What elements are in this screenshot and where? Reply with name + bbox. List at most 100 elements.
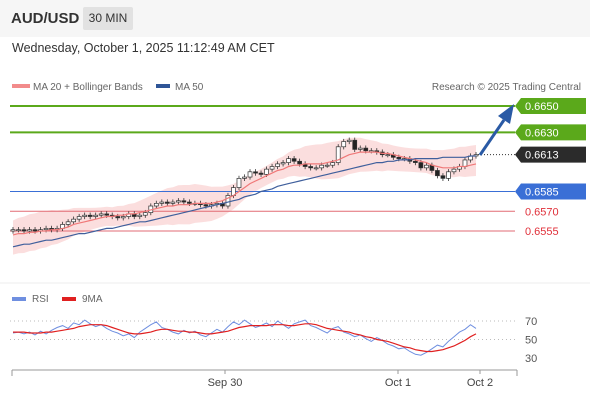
candle-body (170, 201, 176, 204)
symbol-title: AUD/USD (11, 10, 80, 27)
candle-body (424, 164, 429, 169)
candle-body (396, 156, 402, 159)
level-label-0.6570: 0.6570 (525, 206, 559, 218)
ma20-line (12, 151, 477, 236)
candle-body (153, 203, 159, 207)
candle-body (43, 228, 49, 231)
candle-body (324, 164, 330, 167)
candle-body (280, 162, 286, 165)
level-label-0.6650: 0.6650 (525, 101, 559, 113)
candle-body (159, 201, 165, 204)
candle-body (446, 171, 451, 179)
rsi-tick-30: 30 (525, 353, 537, 365)
candle-body (32, 229, 38, 232)
forecast-arrow-head (498, 104, 514, 124)
ma20-legend-label: MA 20 + Bollinger Bands (33, 82, 143, 93)
x-label-Sep 30: Sep 30 (208, 377, 243, 389)
candle-body (308, 166, 313, 169)
credit-text: Research © 2025 Trading Central (432, 82, 581, 93)
ma9-legend-swatch (62, 297, 76, 301)
candle-body (236, 178, 242, 188)
candle-body (203, 204, 209, 207)
candle-body (65, 221, 71, 225)
candle-body (225, 195, 231, 207)
candle-body (21, 229, 27, 232)
rsi-legend-label: RSI (32, 294, 49, 305)
rsi-tick-50: 50 (525, 335, 537, 347)
candle-body (363, 147, 369, 152)
candle-body (451, 168, 457, 173)
level-tag-0.6585 (515, 183, 586, 200)
level-tag-0.6650 (515, 98, 586, 114)
moving-averages (12, 104, 514, 248)
candle-body (187, 201, 192, 204)
candle-body (385, 154, 391, 157)
level-label-0.6630: 0.6630 (525, 127, 559, 139)
level-label-0.6585: 0.6585 (525, 187, 559, 199)
candle-body (137, 214, 143, 217)
rsi-panel: 70 50 30 (10, 316, 537, 365)
candle-body (93, 214, 99, 217)
candle-body (253, 171, 258, 174)
x-axis-labels: Sep 30 Oct 1 Oct 2 (208, 370, 493, 389)
candle-body (346, 139, 352, 142)
x-label-Oct 1: Oct 1 (385, 377, 411, 389)
x-label-Oct 2: Oct 2 (467, 377, 493, 389)
candle-body (10, 229, 16, 232)
candle-body (76, 216, 82, 220)
ma50-legend-label: MA 50 (175, 82, 204, 93)
candle-body (462, 159, 468, 167)
candle-body (291, 158, 297, 162)
candle-body (164, 201, 170, 204)
candle-body (258, 172, 264, 175)
ma50-line (12, 155, 476, 248)
candle-body (269, 166, 275, 170)
candle-body (319, 164, 325, 169)
level-label-0.6613: 0.6613 (525, 150, 559, 162)
candle-body (115, 216, 121, 219)
candle-body (330, 162, 336, 166)
rsi-ma9-line (13, 323, 477, 353)
candle-body (264, 168, 269, 175)
candle-body (98, 213, 104, 216)
forecast-arrow-shaft (478, 119, 506, 156)
level-tag-0.6613 (515, 146, 586, 163)
candle-body (181, 200, 187, 203)
candle-body (440, 175, 446, 179)
candle-body (242, 176, 247, 179)
candle-body (313, 167, 319, 170)
ma50-legend-swatch (156, 84, 170, 88)
timeframe-badge[interactable]: 30 MIN (83, 7, 133, 30)
timestamp: Wednesday, October 1, 2025 11:12:49 AM C… (12, 41, 275, 55)
chart-header: AUD/USD 30 MIN (0, 0, 590, 37)
level-tag-0.6630 (515, 124, 586, 141)
candle-body (335, 146, 341, 163)
candle-body (286, 158, 291, 163)
ma20-legend-swatch (12, 84, 30, 88)
level-label-0.6555: 0.6555 (525, 226, 559, 238)
candle-body (16, 229, 21, 232)
candle-body (142, 212, 148, 216)
level-tags: 0.6650 0.6630 0.6613 0.6585 0.6570 0.6555 (515, 98, 586, 238)
candle-body (71, 218, 76, 223)
ma9-legend-label: 9MA (82, 294, 103, 305)
candle-body (352, 139, 358, 150)
candle-body (435, 170, 440, 177)
rsi-legend-swatch (12, 297, 26, 301)
candle-body (176, 200, 181, 203)
rsi-line (12, 319, 477, 356)
candle-body (247, 171, 253, 178)
candle-body (87, 214, 93, 217)
candle-body (82, 214, 88, 217)
candle-body (120, 216, 126, 219)
candle-body (297, 160, 302, 165)
rsi-tick-70: 70 (525, 316, 537, 328)
candle-body (341, 141, 347, 148)
candle-body (104, 213, 110, 216)
candle-body (357, 147, 363, 150)
candle-body (275, 163, 280, 167)
candle-body (413, 160, 418, 163)
candle-body (418, 162, 424, 169)
candle-body (27, 229, 32, 232)
